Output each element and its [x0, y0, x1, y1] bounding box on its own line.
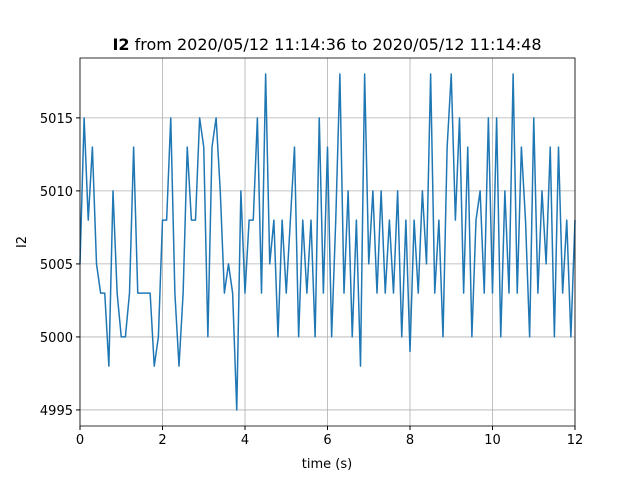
y-axis-label: I2 [15, 236, 30, 248]
x-tick-label: 12 [567, 433, 584, 448]
x-tick-label: 10 [484, 433, 501, 448]
y-tick-label: 5005 [40, 258, 73, 273]
x-tick-label: 4 [241, 433, 249, 448]
y-tick-label: 4995 [40, 404, 73, 419]
title-text: from 2020/05/12 11:14:36 to 2020/05/12 1… [135, 35, 542, 54]
x-tick-label: 6 [323, 433, 331, 448]
x-tick-label: 0 [76, 433, 84, 448]
x-axis-label: time (s) [302, 457, 352, 472]
x-tick-label: 2 [158, 433, 166, 448]
y-tick-label: 5015 [40, 112, 73, 127]
data-line [79, 73, 576, 411]
title-variable: I2 [112, 35, 129, 54]
y-tick-label: 5010 [40, 185, 73, 200]
chart-title: I2 from 2020/05/12 11:14:36 to 2020/05/1… [112, 35, 541, 54]
y-tick-label: 5000 [40, 331, 73, 346]
x-tick-label: 8 [406, 433, 414, 448]
plot-frame [79, 57, 576, 427]
